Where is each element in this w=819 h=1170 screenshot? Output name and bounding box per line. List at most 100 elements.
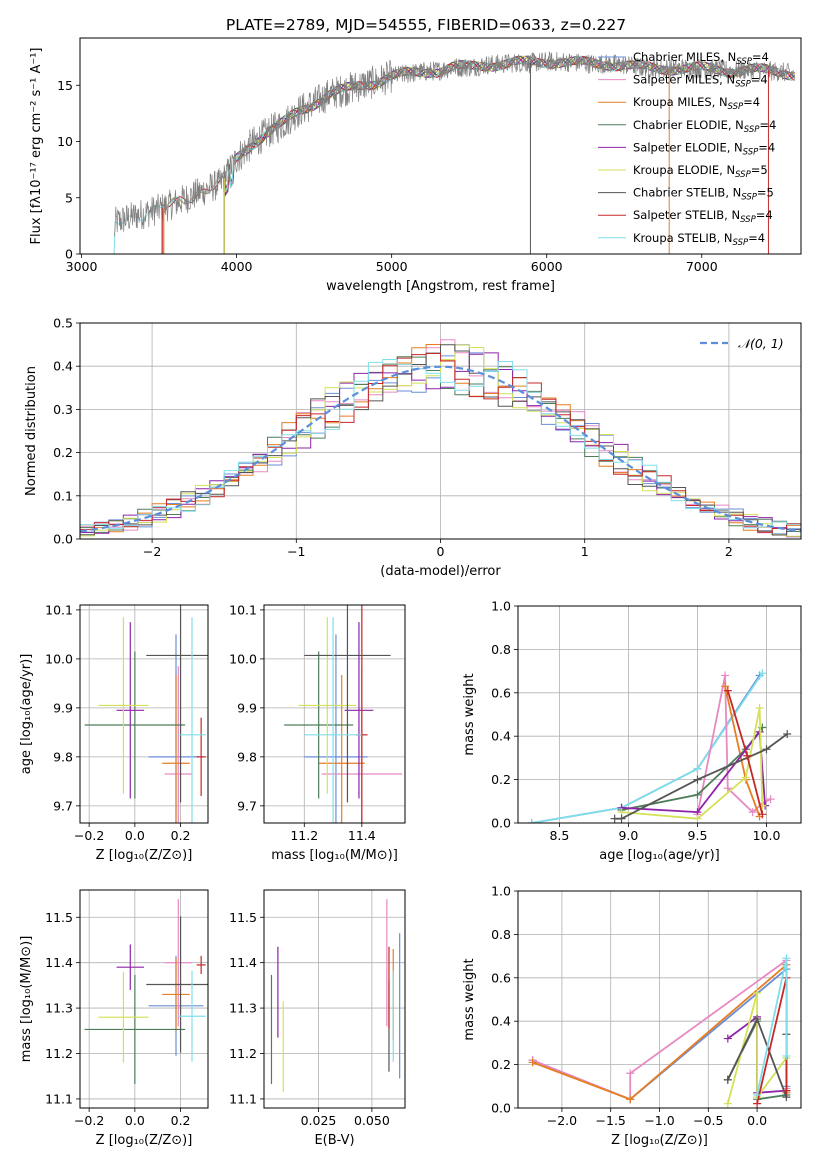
weight-series — [527, 669, 792, 823]
gaussian-curve — [80, 365, 801, 533]
y-tick-label: 9.9 — [53, 700, 73, 715]
y-tick-label: 0.8 — [491, 927, 511, 942]
y-axis-label: Flux [fλ10⁻¹⁷ erg cm⁻² s⁻¹ A⁻¹] — [29, 48, 44, 245]
x-tick-label: 0.050 — [354, 1113, 390, 1128]
x-tick-label: 0.2 — [171, 828, 191, 843]
x-tick-label: 11.2 — [290, 828, 318, 843]
weight-marker — [693, 764, 702, 773]
x-tick-label: −0.2 — [74, 1113, 104, 1128]
y-tick-label: 9.7 — [237, 798, 257, 813]
y-tick-label: 11.1 — [45, 1091, 73, 1106]
x-tick-label: 0.2 — [171, 1113, 191, 1128]
x-tick-label: 6000 — [531, 259, 563, 274]
x-tick-label: −2 — [143, 544, 161, 559]
y-tick-label: 11.4 — [229, 955, 257, 970]
weight-marker — [783, 730, 792, 739]
x-tick-label: 3000 — [66, 259, 98, 274]
histograms — [80, 339, 801, 538]
x-tick-label: −0.5 — [693, 1113, 723, 1128]
error-bars — [84, 605, 208, 823]
y-tick-label: 0.4 — [53, 359, 73, 374]
weight-line — [696, 675, 772, 815]
figure-title: PLATE=2789, MJD=54555, FIBERID=0633, z=0… — [226, 16, 626, 34]
legend-label: Chabrier ELODIE, NSSP=4 — [633, 118, 776, 135]
weight-marker — [617, 814, 626, 823]
weight-marker — [527, 819, 536, 823]
legend-label: Kroupa ELODIE, NSSP=5 — [633, 163, 768, 180]
weight-marker — [723, 784, 732, 793]
y-tick-label: 11.5 — [229, 910, 257, 925]
axes-frame — [79, 604, 209, 824]
weight-marker — [753, 1099, 762, 1108]
x-axis-label: E(B-V) — [314, 1133, 354, 1148]
legend-label: Kroupa MILES, NSSP=4 — [633, 95, 760, 112]
y-tick-label: 0.2 — [53, 445, 73, 460]
weight-marker — [693, 775, 702, 784]
weight-marker — [693, 790, 702, 799]
y-tick-label: 10.0 — [229, 651, 257, 666]
y-tick-label: 9.9 — [237, 700, 257, 715]
axes-frame — [79, 889, 209, 1109]
axes-frame — [79, 322, 802, 540]
y-tick-label: 0.1 — [53, 488, 73, 503]
y-tick-label: 10.1 — [229, 602, 257, 617]
y-tick-label: 10.1 — [45, 602, 73, 617]
weight-marker — [723, 1099, 732, 1108]
spectrum-panel: 3000 4000 5000 6000 7000 0 5 10 15 wavelength [An… — [29, 37, 802, 294]
x-tick-label: −1.0 — [644, 1113, 674, 1128]
y-tick-label: 0.0 — [53, 532, 73, 547]
weight-marker — [723, 1034, 732, 1043]
legend-label: Chabrier MILES, NSSP=4 — [633, 50, 769, 67]
weight-marker — [758, 669, 767, 678]
x-tick-label: 11.4 — [348, 828, 376, 843]
weight-marker — [626, 1095, 635, 1104]
x-tick-label: 7000 — [686, 259, 718, 274]
y-tick-label: 0.5 — [53, 316, 73, 331]
weight-marker — [743, 751, 752, 760]
weight-marker — [782, 1086, 791, 1095]
weight-marker — [626, 1069, 635, 1078]
age-vs-mass-panel: 11.2 11.4 9.7 9.8 9.9 10.0 10.1 mass [log₁₀(M/M… — [229, 602, 406, 863]
y-tick-label: 11.2 — [45, 1046, 73, 1061]
y-tick-label: 0.0 — [491, 816, 511, 831]
x-tick-label: 9.0 — [618, 828, 638, 843]
y-tick-label: 1.0 — [491, 599, 511, 614]
weight-marker — [721, 682, 730, 691]
y-tick-label: 11.3 — [229, 1001, 257, 1016]
x-tick-label: 5000 — [376, 259, 408, 274]
spectrum-legend: Chabrier MILES, NSSP=4 Salpeter MILES, NS… — [598, 50, 776, 248]
x-tick-label: −1 — [287, 544, 305, 559]
x-tick-label: 8.5 — [549, 828, 569, 843]
x-tick-label: 1 — [581, 544, 589, 559]
error-bars — [284, 605, 403, 823]
gaussian-legend-label: 𝒩(0, 1) — [738, 336, 784, 351]
y-tick-label: 0.6 — [491, 685, 511, 700]
weight-marker — [723, 686, 732, 695]
y-tick-label: 0.6 — [491, 970, 511, 985]
x-tick-label: 4000 — [221, 259, 253, 274]
y-tick-label: 5 — [65, 190, 73, 205]
axes-frame — [79, 37, 802, 255]
y-axis-label: mass weight — [462, 958, 477, 1040]
legend-label: Salpeter ELODIE, NSSP=4 — [633, 140, 775, 157]
y-tick-label: 0.0 — [491, 1101, 511, 1116]
axes-frame — [517, 890, 802, 1109]
weight-marker — [748, 808, 757, 817]
y-axis-label: mass weight — [462, 673, 477, 755]
legend-label: Kroupa STELIB, NSSP=4 — [633, 231, 765, 248]
x-axis-label: age [log₁₀(age/yr)] — [599, 848, 720, 863]
x-tick-label: 0.0 — [125, 828, 145, 843]
y-tick-label: 11.3 — [45, 1001, 73, 1016]
histogram-step-line — [80, 359, 801, 535]
mass-vs-ebv-panel: 0.025 0.050 11.1 11.2 11.3 11.4 11.5 E(B-V) — [229, 889, 406, 1148]
x-axis-label: Z [log₁₀(Z/Z⊙)] — [96, 1133, 193, 1148]
y-axis-label: age [log₁₀(age/yr)] — [19, 654, 34, 775]
x-tick-label: 9.5 — [688, 828, 708, 843]
x-tick-label: −1.5 — [596, 1113, 626, 1128]
axes-frame — [517, 605, 802, 824]
axes-frame — [263, 889, 406, 1109]
y-axis-label: Normed distribution — [24, 366, 39, 496]
x-axis-label: wavelength [Angstrom, rest frame] — [326, 279, 555, 294]
weight-marker — [753, 988, 762, 997]
